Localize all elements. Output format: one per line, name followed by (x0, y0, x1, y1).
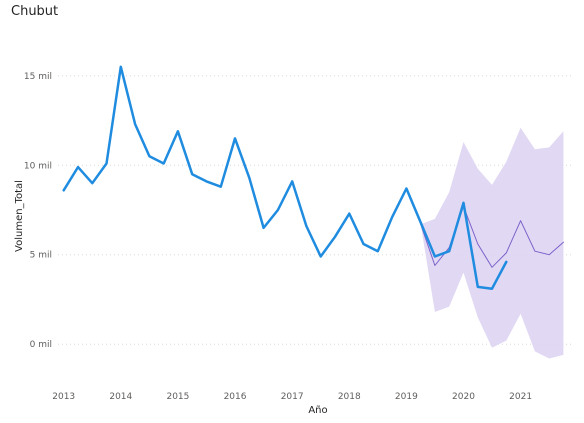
actual-series-line[interactable] (62, 65, 508, 290)
x-tick-label: 2016 (224, 392, 247, 402)
x-tick-label: 2019 (395, 392, 418, 402)
x-tick-label: 2020 (452, 392, 475, 402)
x-axis-ticks: 2013 2014 2015 2016 2017 2018 2019 2020 2021 (52, 392, 532, 402)
x-tick-label: 2021 (509, 392, 532, 402)
series-lines[interactable] (62, 65, 564, 290)
x-tick-label: 2014 (109, 392, 132, 402)
y-tick-label: 15 mil (24, 72, 52, 82)
y-axis-ticks: 0 mil 5 mil 10 mil 15 mil (24, 72, 52, 350)
confidence-band (420, 127, 564, 359)
x-tick-label: 2018 (338, 392, 361, 402)
x-tick-label: 2015 (166, 392, 189, 402)
y-axis-title: Volumen_Total (14, 180, 25, 252)
x-tick-label: 2017 (281, 392, 304, 402)
y-tick-label: 5 mil (30, 251, 52, 261)
y-tick-label: 10 mil (24, 161, 52, 171)
x-tick-label: 2013 (52, 392, 75, 402)
chart-title: Chubut (11, 4, 59, 19)
x-axis-title: Año (308, 405, 327, 416)
y-tick-label: 0 mil (30, 340, 52, 350)
forecast-confidence-band (420, 127, 564, 359)
